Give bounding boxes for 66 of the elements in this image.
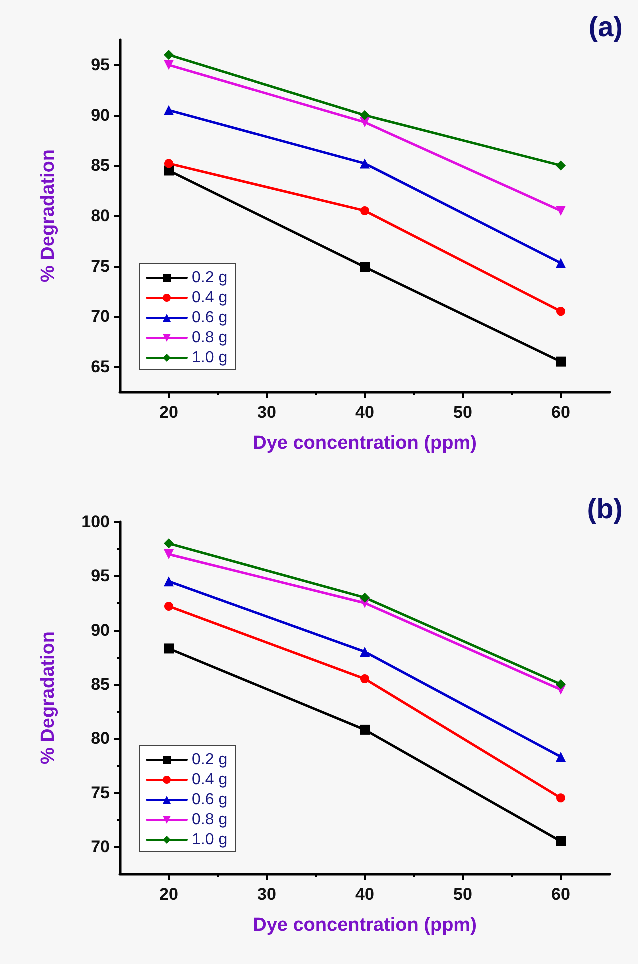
point — [556, 356, 566, 367]
point — [360, 158, 370, 169]
x-tick-label: 60 — [552, 403, 570, 422]
legend-label: 0.2 g — [192, 270, 228, 286]
x-tick-label: 20 — [160, 885, 178, 904]
point — [164, 538, 174, 549]
legend-label: 0.8 g — [192, 330, 228, 346]
point — [360, 110, 370, 120]
y-tick-label: 80 — [91, 729, 110, 748]
point — [164, 644, 174, 654]
point — [556, 679, 566, 690]
point — [360, 592, 370, 603]
x-tick-label: 30 — [258, 885, 276, 904]
y-tick-label: 70 — [91, 837, 110, 856]
point — [360, 262, 370, 272]
y-tick-label: 90 — [91, 620, 110, 640]
point — [556, 752, 566, 762]
point — [556, 258, 566, 268]
point — [164, 50, 174, 60]
point — [164, 602, 174, 611]
point — [556, 206, 566, 216]
y-tick-label: 95 — [91, 566, 110, 586]
legend-label: 0.2 g — [192, 752, 228, 768]
x-tick-label: 60 — [552, 885, 570, 904]
y-axis-title: % Degradation — [38, 631, 59, 765]
y-tick-label: 75 — [91, 256, 110, 276]
point — [164, 576, 174, 587]
point — [556, 160, 566, 171]
legend-label: 0.4 g — [192, 772, 228, 788]
legend-label: 0.6 g — [192, 792, 228, 808]
x-tick-label: 30 — [258, 403, 276, 422]
legend-label: 0.4 g — [192, 290, 228, 306]
point — [556, 307, 566, 316]
point — [360, 674, 370, 684]
x-tick-label: 40 — [356, 885, 374, 904]
legend-label: 1.0 g — [192, 832, 228, 848]
y-tick-label: 85 — [91, 156, 110, 176]
point — [164, 105, 174, 116]
y-tick-label: 75 — [91, 783, 110, 802]
x-axis-title: Dye concentration (ppm) — [253, 433, 477, 454]
chart-title: (a) — [588, 12, 624, 42]
x-tick-label: 50 — [454, 403, 472, 422]
point — [556, 836, 566, 847]
point — [360, 724, 370, 735]
x-tick-label: 40 — [356, 403, 374, 422]
point — [556, 794, 566, 803]
y-tick-label: 85 — [91, 674, 110, 694]
y-axis-title: % Degradation — [38, 149, 59, 283]
legend-label: 1.0 g — [192, 350, 228, 366]
y-tick-label: 65 — [91, 357, 110, 376]
point — [164, 159, 174, 168]
x-tick-label: 50 — [454, 885, 472, 904]
chart-title: (b) — [587, 494, 624, 524]
point — [360, 646, 370, 657]
y-tick-label: 90 — [91, 106, 110, 125]
y-tick-label: 70 — [91, 307, 110, 326]
point — [164, 549, 174, 560]
point — [360, 206, 370, 216]
y-tick-label: 100 — [82, 512, 110, 532]
legend-label: 0.6 g — [192, 310, 228, 326]
legend-label: 0.8 g — [192, 812, 228, 828]
x-axis-title: Dye concentration (ppm) — [253, 915, 477, 936]
y-tick-label: 80 — [91, 206, 110, 226]
point — [164, 60, 174, 70]
x-tick-label: 20 — [160, 403, 178, 422]
y-tick-label: 95 — [91, 56, 110, 75]
